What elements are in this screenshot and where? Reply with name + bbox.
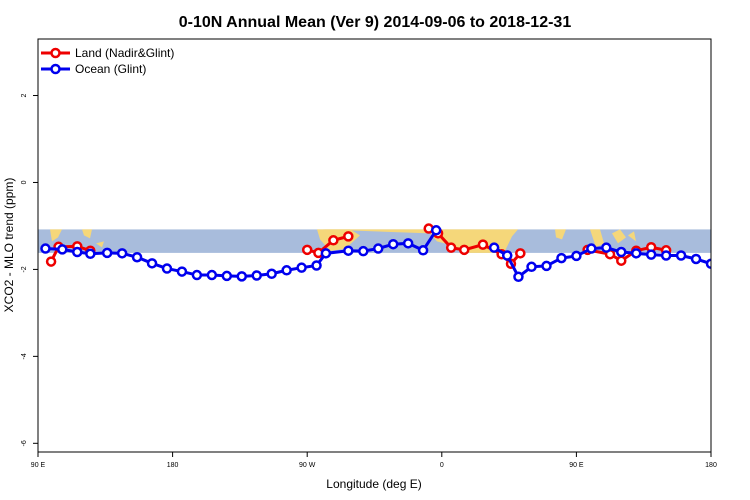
land-shape	[50, 229, 62, 242]
x-tick-label: 90 E	[31, 462, 46, 469]
x-tick-label: 0	[440, 462, 444, 469]
data-point	[417, 245, 429, 256]
data-point	[221, 270, 233, 282]
data-point	[85, 248, 96, 260]
data-point	[601, 242, 612, 253]
x-tick-label: 90 W	[299, 462, 316, 469]
x-axis-label: Longitude (deg E)	[326, 477, 421, 491]
data-point	[161, 263, 173, 274]
data-point	[301, 244, 313, 256]
data-point	[645, 249, 657, 260]
data-point	[72, 246, 83, 258]
data-point	[616, 255, 627, 266]
data-point	[526, 261, 537, 273]
land-shape	[628, 231, 636, 242]
data-point	[131, 251, 143, 263]
land-shape	[82, 229, 92, 239]
data-point	[236, 271, 248, 282]
data-point	[146, 258, 158, 269]
series-ocean	[40, 225, 730, 283]
data-point	[116, 248, 128, 259]
data-point	[705, 258, 711, 270]
data-point	[387, 238, 399, 250]
data-point	[328, 235, 339, 246]
y-tick-label: 2	[21, 93, 28, 97]
data-point	[191, 269, 203, 281]
y-axis: -6 -4 -2 0 2	[21, 93, 38, 446]
data-point	[40, 243, 51, 254]
data-point	[101, 247, 113, 259]
land-shape	[612, 229, 626, 244]
data-point	[660, 250, 672, 261]
data-point	[320, 248, 332, 259]
land-shape	[590, 229, 604, 248]
data-point	[281, 265, 292, 276]
y-tick-label: -2	[21, 266, 28, 272]
data-point	[402, 238, 414, 249]
data-point	[296, 262, 307, 273]
plot-frame	[37, 38, 712, 453]
legend-marker	[50, 47, 61, 59]
data-point	[311, 260, 322, 271]
data-point	[630, 248, 642, 259]
data-point	[206, 269, 218, 281]
data-point	[343, 245, 354, 256]
series-line	[306, 234, 349, 255]
data-point	[541, 260, 552, 272]
y-axis-label: XCO2 - MLO trend (ppm)	[2, 178, 16, 313]
y-tick-label: -6	[21, 440, 28, 446]
data-point	[722, 263, 730, 271]
data-point	[372, 243, 384, 254]
y-tick-label: -4	[21, 353, 28, 359]
x-tick-label: 180	[167, 462, 179, 469]
data-point	[45, 256, 57, 267]
data-point	[57, 244, 68, 255]
data-point	[358, 245, 369, 257]
data-point	[445, 242, 457, 253]
land-shape	[555, 229, 566, 240]
data-point	[515, 248, 526, 259]
data-point	[616, 246, 627, 258]
series-layer	[40, 223, 730, 283]
data-point	[266, 268, 277, 280]
legend-label: Ocean (Glint)	[75, 62, 146, 76]
data-point	[690, 253, 702, 265]
data-point	[513, 271, 524, 283]
x-tick-label: 90 E	[569, 462, 584, 469]
data-point	[488, 242, 500, 253]
data-point	[571, 250, 582, 262]
data-point	[458, 244, 470, 256]
x-axis: 90 E 180 90 W 0 90 E 180	[31, 452, 717, 469]
data-point	[501, 250, 513, 261]
legend-label: Land (Nadir&Glint)	[75, 46, 174, 60]
y-tick-label: 0	[21, 180, 28, 184]
legend-marker	[50, 63, 61, 75]
range-band	[38, 229, 711, 253]
data-point	[477, 239, 489, 250]
chart-title: 0-10N Annual Mean (Ver 9) 2014-09-06 to …	[179, 14, 572, 31]
data-point	[556, 252, 567, 264]
land-shape	[96, 241, 104, 248]
data-point	[586, 243, 597, 254]
x-tick-label: 180	[705, 462, 717, 469]
data-point	[430, 225, 442, 236]
data-point	[251, 270, 262, 281]
data-point	[343, 231, 354, 242]
legend: Land (Nadir&Glint) Ocean (Glint)	[41, 46, 174, 76]
series-line	[49, 244, 91, 263]
data-point	[675, 250, 687, 261]
data-point	[176, 266, 188, 277]
